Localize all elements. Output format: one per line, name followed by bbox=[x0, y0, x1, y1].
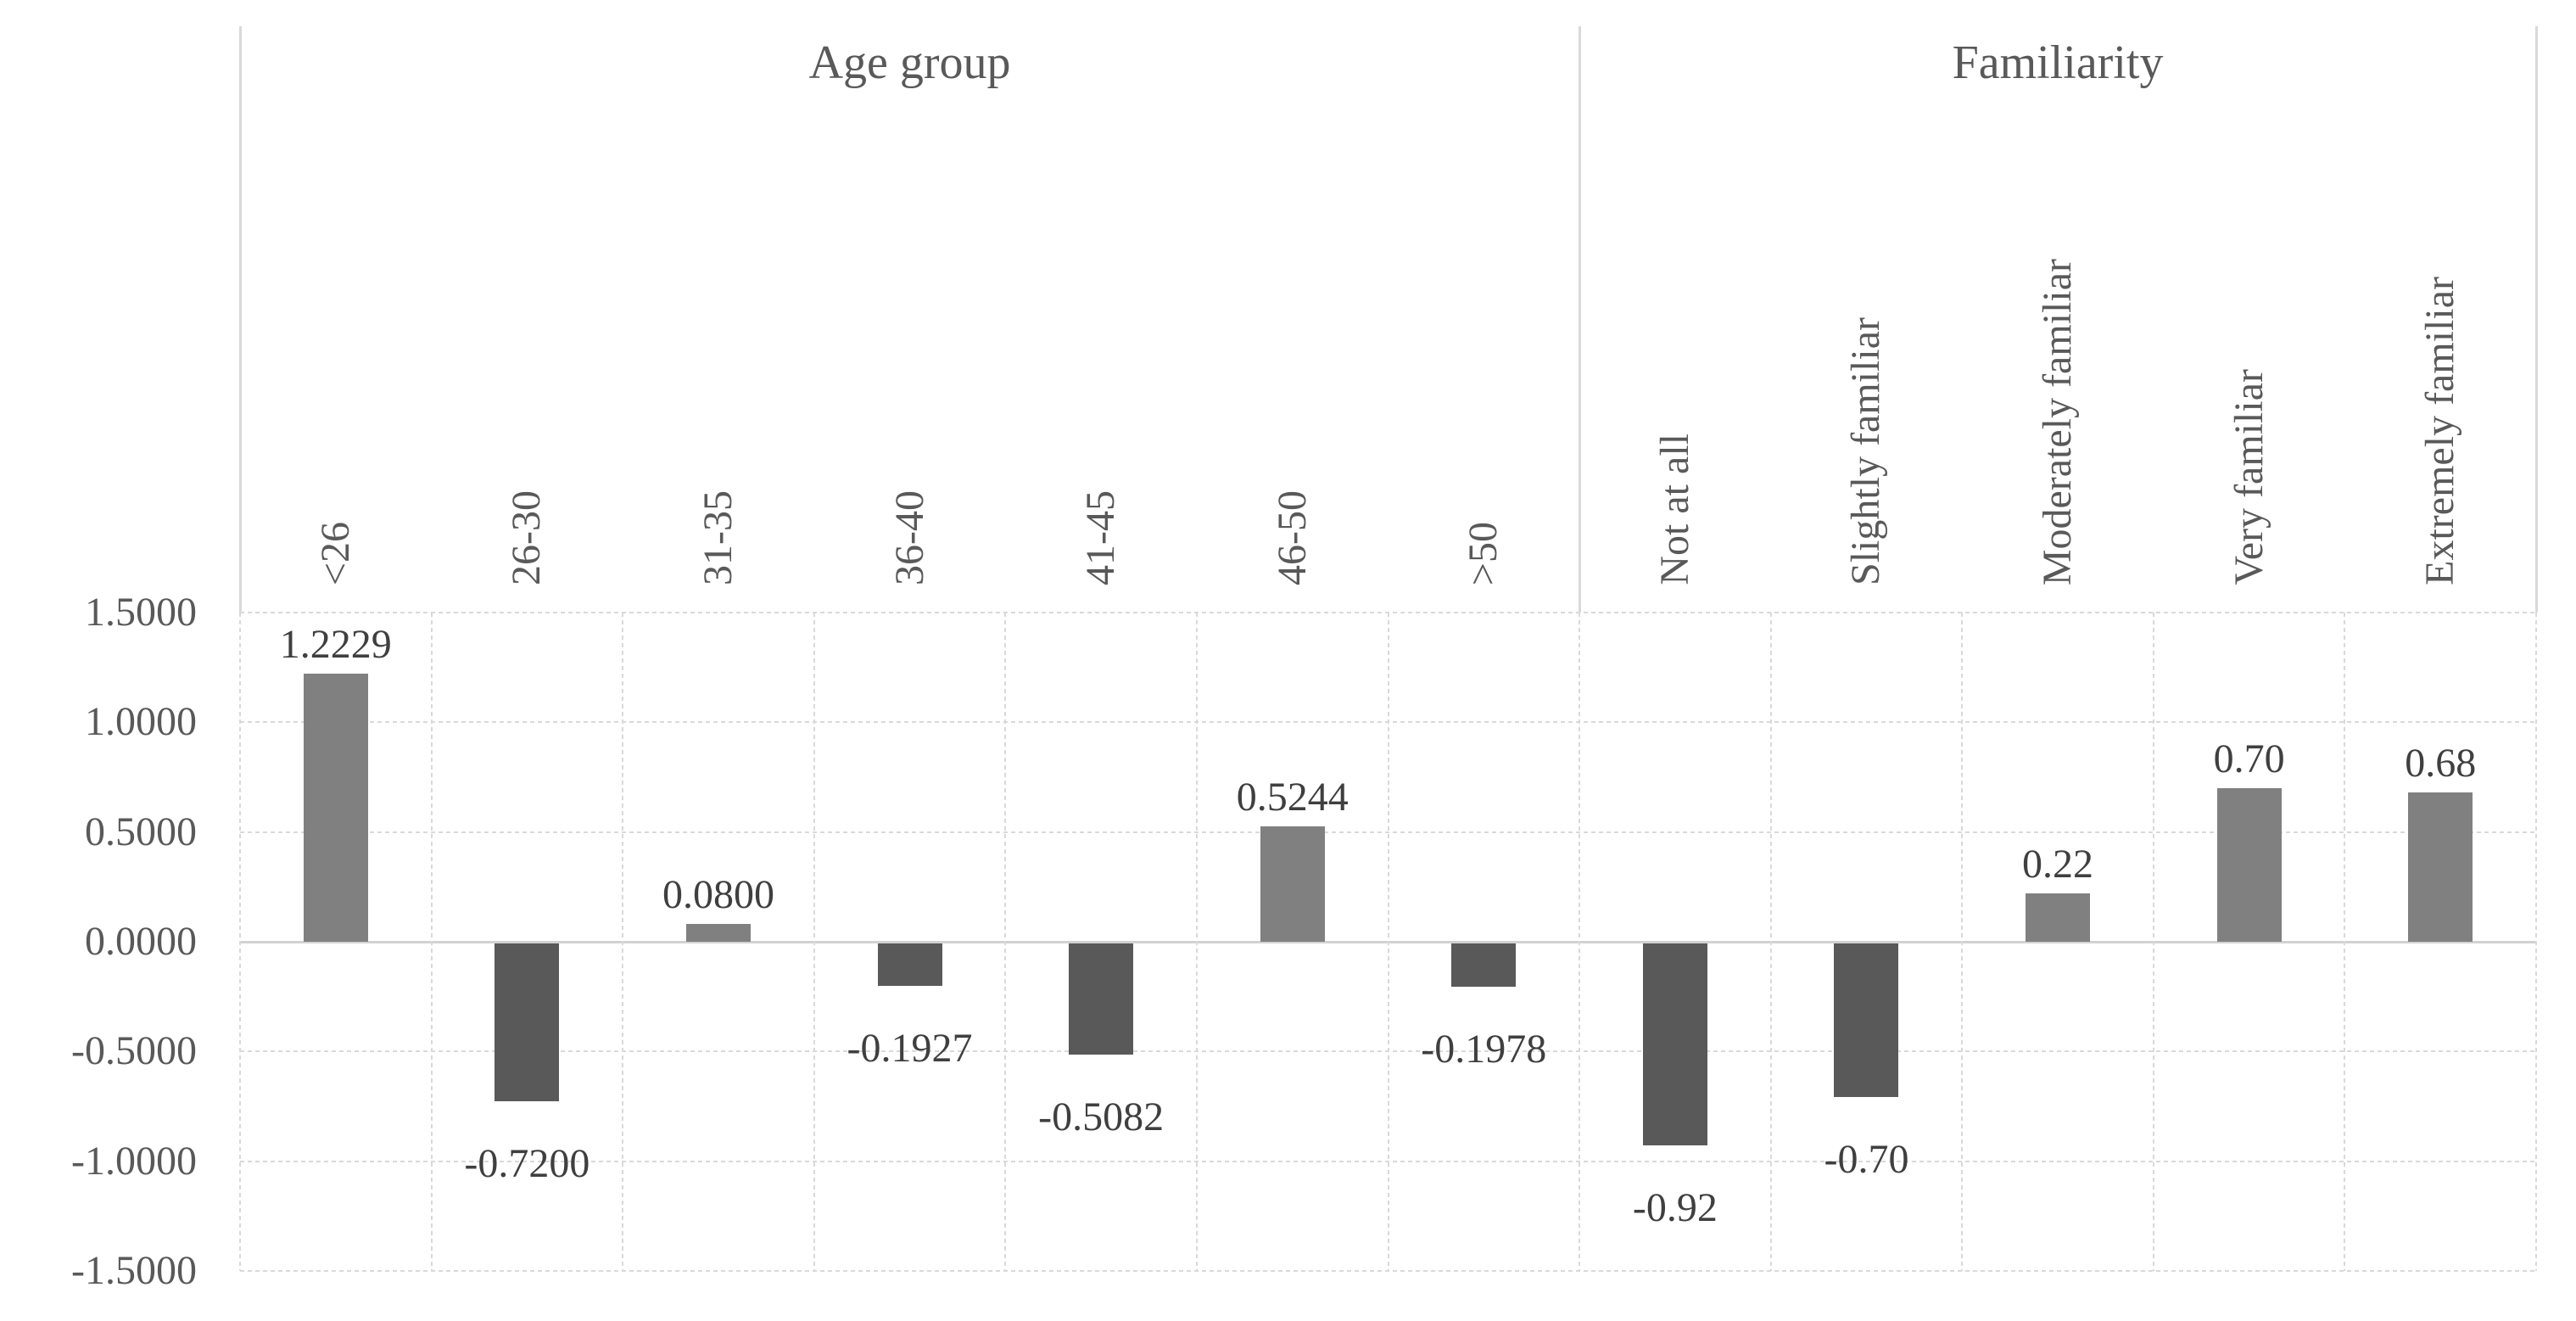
category-label: <26 bbox=[307, 100, 365, 585]
vertical-gridline bbox=[239, 613, 241, 1271]
bar-value-label: -0.5082 bbox=[1038, 1094, 1165, 1140]
category-label-text: Not at all bbox=[1651, 434, 1697, 585]
category-label-text: <26 bbox=[312, 521, 358, 585]
category-label: Extremely familiar bbox=[2411, 100, 2469, 585]
bar-negative bbox=[1451, 943, 1517, 988]
vertical-gridline bbox=[1579, 613, 1581, 1271]
category-label: Not at all bbox=[1646, 100, 1704, 585]
y-tick-label: 0.5000 bbox=[85, 809, 197, 854]
category-label: Very familiar bbox=[2221, 100, 2278, 585]
section-border-line bbox=[2534, 26, 2538, 613]
bar-value-label: -0.7200 bbox=[464, 1141, 590, 1187]
category-label-text: Very familiar bbox=[2226, 369, 2271, 585]
section-border-line bbox=[1578, 26, 1581, 613]
category-label-text: Slightly familiar bbox=[1843, 317, 1889, 585]
category-label: 26-30 bbox=[498, 100, 556, 585]
vertical-gridline bbox=[1961, 613, 1964, 1271]
category-label-text: 46-50 bbox=[1269, 490, 1315, 585]
bar-positive bbox=[2408, 792, 2473, 942]
bar-positive bbox=[685, 924, 751, 942]
category-label: Moderately familiar bbox=[2029, 100, 2087, 585]
horizontal-gridline bbox=[240, 1270, 2536, 1272]
y-tick-label: 1.0000 bbox=[85, 699, 197, 745]
bar-value-label: -0.92 bbox=[1632, 1184, 1718, 1230]
vertical-gridline bbox=[1769, 613, 1772, 1271]
vertical-gridline bbox=[813, 613, 815, 1271]
bar-positive bbox=[1260, 826, 1325, 942]
vertical-gridline bbox=[1004, 613, 1007, 1271]
bar-value-label: 0.0800 bbox=[662, 872, 774, 918]
bar-value-label: 0.5244 bbox=[1236, 775, 1349, 820]
category-label-text: 31-35 bbox=[695, 490, 740, 585]
section-border-line bbox=[238, 26, 242, 613]
y-tick-label: -1.0000 bbox=[71, 1138, 197, 1184]
category-label-text: 26-30 bbox=[504, 490, 550, 585]
category-label: 41-45 bbox=[1072, 100, 1130, 585]
category-label: Slightly familiar bbox=[1837, 100, 1895, 585]
category-label-text: Moderately familiar bbox=[2035, 258, 2081, 585]
bar-negative bbox=[1642, 943, 1707, 1145]
bar-value-label: 1.2229 bbox=[279, 621, 392, 667]
bar-value-label: -0.1927 bbox=[847, 1025, 973, 1071]
bar-positive bbox=[303, 673, 368, 942]
category-label: 36-40 bbox=[881, 100, 939, 585]
category-label-text: 36-40 bbox=[886, 490, 932, 585]
category-label: 31-35 bbox=[690, 100, 747, 585]
category-label: >50 bbox=[1455, 100, 1512, 585]
vertical-gridline bbox=[430, 613, 433, 1271]
bar-value-label: 0.70 bbox=[2213, 736, 2285, 781]
bar-negative bbox=[1069, 943, 1134, 1055]
bar-value-label: 0.22 bbox=[2022, 842, 2094, 887]
bar-value-label: -0.70 bbox=[1824, 1137, 1909, 1183]
group-title-age-group: Age group bbox=[808, 36, 1011, 89]
vertical-gridline bbox=[2535, 613, 2537, 1271]
vertical-gridline bbox=[2344, 613, 2346, 1271]
y-tick-label: 0.0000 bbox=[85, 919, 197, 964]
y-tick-label: -0.5000 bbox=[71, 1028, 197, 1074]
vertical-gridline bbox=[2152, 613, 2154, 1271]
vertical-gridline bbox=[622, 613, 624, 1271]
category-label-text: >50 bbox=[1461, 521, 1506, 585]
bar-positive bbox=[2216, 787, 2282, 942]
vertical-gridline bbox=[1195, 613, 1198, 1271]
bar-positive bbox=[2026, 893, 2091, 942]
bar-value-label: -0.1978 bbox=[1421, 1027, 1547, 1072]
bar-negative bbox=[495, 943, 560, 1102]
group-title-familiarity: Familiarity bbox=[1952, 36, 2164, 89]
y-tick-label: -1.5000 bbox=[71, 1248, 197, 1293]
vertical-gridline bbox=[1387, 613, 1389, 1271]
category-label: 46-50 bbox=[1264, 100, 1322, 585]
bar-negative bbox=[1834, 943, 1899, 1098]
category-label-text: 41-45 bbox=[1078, 490, 1124, 585]
bar-negative bbox=[877, 943, 942, 986]
y-tick-label: 1.5000 bbox=[85, 590, 197, 635]
bar-value-label: 0.68 bbox=[2405, 741, 2477, 786]
category-label-text: Extremely familiar bbox=[2417, 277, 2463, 585]
